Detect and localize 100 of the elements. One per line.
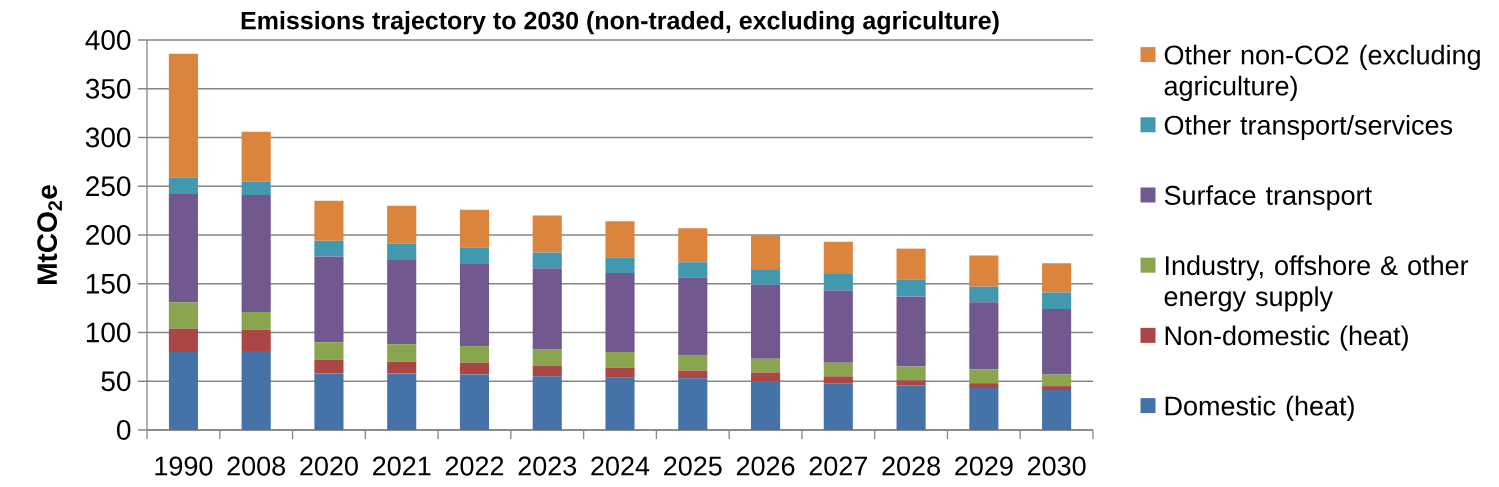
bar bbox=[969, 383, 999, 389]
x-tick-label: 2023 bbox=[518, 456, 577, 476]
bar bbox=[605, 221, 635, 258]
y-tick-label: 250 bbox=[86, 176, 131, 197]
y-tick-label: 0 bbox=[117, 420, 131, 440]
bar bbox=[168, 194, 198, 303]
x-tick-label: 1990 bbox=[155, 456, 213, 476]
bar bbox=[823, 273, 853, 291]
legend-label: Other non-CO2 (excluding agriculture) bbox=[1164, 44, 1480, 101]
bar bbox=[241, 312, 271, 330]
bar bbox=[532, 215, 562, 253]
legend-label: Industry, offshore & other energy supply bbox=[1164, 255, 1469, 312]
bar bbox=[241, 181, 271, 196]
bar bbox=[750, 372, 781, 382]
bar bbox=[459, 209, 490, 248]
x-tick-label: 2021 bbox=[373, 456, 431, 476]
bar bbox=[1042, 263, 1072, 293]
bar bbox=[1042, 309, 1072, 375]
x-tick-label: 2008 bbox=[227, 456, 286, 476]
bar bbox=[750, 284, 781, 359]
bar bbox=[314, 240, 344, 257]
legend-label: Surface transport bbox=[1164, 185, 1372, 211]
bar bbox=[750, 381, 781, 430]
y-tick-label: 400 bbox=[85, 30, 131, 50]
x-tick-label: 2025 bbox=[664, 456, 722, 476]
bar bbox=[1042, 390, 1072, 430]
x-tick-label: 2024 bbox=[591, 456, 650, 476]
bar bbox=[896, 296, 926, 367]
x-tick-label: 2028 bbox=[882, 456, 940, 476]
bar bbox=[823, 290, 853, 363]
bar bbox=[241, 131, 271, 182]
chart-title: Emissions trajectory to 2030 (non-traded, excluding agriculture) bbox=[241, 11, 999, 35]
legend-label: Other transport/services bbox=[1164, 114, 1453, 141]
x-tick-label: 2022 bbox=[445, 456, 504, 476]
bar bbox=[168, 53, 198, 178]
bar bbox=[387, 361, 417, 374]
bar bbox=[168, 302, 198, 329]
y-tick-label: 50 bbox=[101, 371, 131, 392]
x-tick-label: 2030 bbox=[1027, 456, 1086, 476]
x-tick-label: 2020 bbox=[300, 456, 358, 476]
bar bbox=[896, 380, 926, 386]
bar bbox=[387, 344, 417, 362]
bar bbox=[314, 342, 344, 360]
bar bbox=[387, 243, 417, 260]
bar bbox=[750, 269, 781, 285]
bar bbox=[459, 247, 490, 264]
bar bbox=[459, 346, 490, 363]
bar bbox=[1042, 374, 1072, 387]
bar bbox=[532, 376, 562, 430]
bar bbox=[387, 373, 417, 430]
bar bbox=[823, 383, 853, 430]
bar bbox=[459, 374, 490, 430]
y-tick-label: 200 bbox=[86, 225, 131, 245]
bar bbox=[896, 366, 926, 381]
bar bbox=[823, 362, 853, 377]
bar bbox=[750, 234, 781, 270]
bar bbox=[605, 367, 635, 378]
x-tick-label: 2026 bbox=[736, 456, 795, 476]
bar bbox=[532, 268, 562, 350]
x-tick-label: 2027 bbox=[809, 456, 867, 476]
bar bbox=[387, 259, 417, 345]
y-tick-label: 350 bbox=[85, 78, 131, 99]
bar bbox=[823, 241, 853, 274]
bar bbox=[241, 329, 271, 352]
bar bbox=[168, 328, 198, 352]
bar bbox=[1042, 292, 1072, 310]
bar bbox=[678, 378, 708, 430]
bar bbox=[678, 354, 708, 371]
bar bbox=[168, 177, 198, 195]
bar bbox=[532, 349, 562, 366]
bar bbox=[168, 351, 198, 430]
bar bbox=[750, 358, 781, 373]
y-tick-label: 150 bbox=[86, 273, 131, 294]
bar bbox=[605, 377, 635, 430]
bar bbox=[896, 248, 926, 280]
bar bbox=[678, 277, 708, 355]
bar bbox=[969, 369, 999, 384]
bar bbox=[896, 279, 926, 297]
bar bbox=[969, 255, 999, 287]
bar bbox=[459, 362, 490, 375]
bar bbox=[459, 263, 490, 347]
y-tick-label: 100 bbox=[86, 322, 131, 343]
bar bbox=[1042, 386, 1072, 391]
bar bbox=[896, 385, 926, 430]
x-tick-label: 2029 bbox=[955, 456, 1013, 476]
bar bbox=[678, 262, 708, 278]
bar bbox=[314, 200, 344, 241]
y-tick-label: 300 bbox=[85, 127, 131, 148]
bar bbox=[241, 195, 271, 313]
bar bbox=[387, 205, 417, 244]
bar bbox=[314, 373, 344, 430]
bar bbox=[969, 388, 999, 430]
bar bbox=[605, 351, 635, 368]
bar bbox=[823, 376, 853, 384]
bar bbox=[532, 365, 562, 377]
legend-label: Non-domestic (heat) bbox=[1165, 325, 1408, 351]
bar bbox=[314, 256, 344, 343]
bar bbox=[241, 351, 271, 430]
bar bbox=[969, 286, 999, 303]
y-axis-title: MtCO$_{2}$e bbox=[37, 185, 62, 284]
